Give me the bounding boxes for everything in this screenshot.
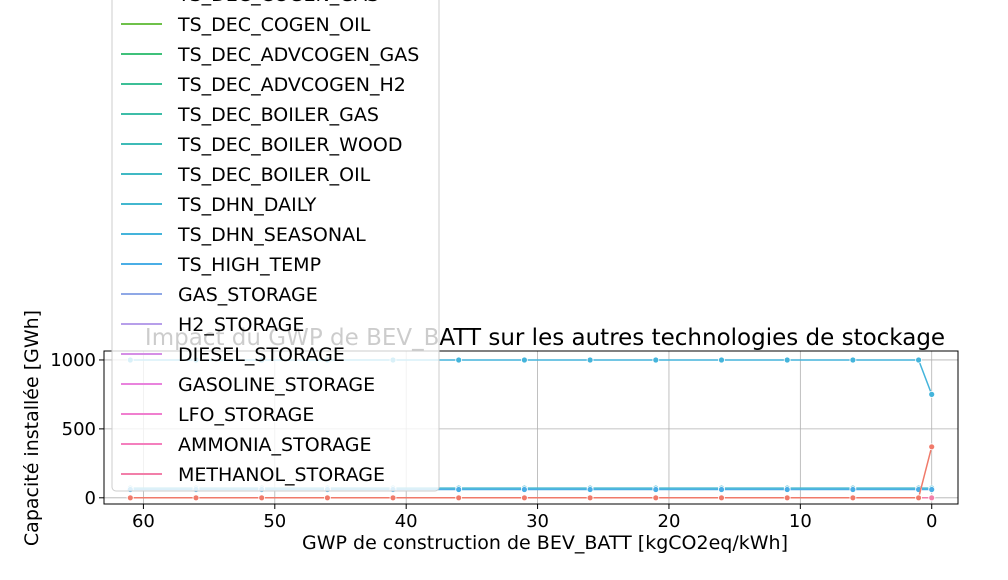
- data-point: [783, 356, 791, 364]
- data-point: [652, 486, 660, 493]
- legend-item: GAS_STORAGE: [121, 284, 318, 306]
- legend-label: TS_DEC_COGEN_OIL: [177, 14, 371, 36]
- legend-item: H2_STORAGE: [121, 314, 304, 336]
- legend-label: GASOLINE_STORAGE: [178, 374, 375, 396]
- data-point: [928, 486, 936, 493]
- data-point: [455, 486, 463, 493]
- legend-label: AMMONIA_STORAGE: [178, 434, 372, 456]
- legend-label: DIESEL_STORAGE: [178, 344, 345, 366]
- data-point: [521, 356, 528, 364]
- legend-label: LFO_STORAGE: [178, 404, 314, 426]
- legend-item: GASOLINE_STORAGE: [121, 374, 375, 396]
- y-axis-label: Capacité installée [GWh]: [21, 310, 43, 546]
- legend-label: TS_HIGH_TEMP: [177, 254, 321, 276]
- legend-items: TS_DEC_COGEN_GAS TS_DEC_COGEN_OIL TS_DEC_A…: [121, 0, 419, 486]
- data-point: [718, 486, 725, 493]
- legend-item: TS_DEC_COGEN_OIL: [121, 14, 371, 36]
- legend: TS_DEC_COGEN_GAS TS_DEC_COGEN_OIL TS_DEC_A…: [111, 0, 440, 492]
- legend-item: TS_DHN_SEASONAL: [121, 224, 366, 246]
- legend-item: TS_DEC_BOILER_WOOD: [121, 134, 402, 156]
- x-tick-label: 10: [789, 511, 812, 532]
- data-point: [928, 494, 936, 502]
- data-point: [849, 494, 857, 502]
- legend-label: TS_DEC_COGEN_GAS: [177, 0, 379, 6]
- data-point: [849, 486, 857, 493]
- legend-item: AMMONIA_STORAGE: [121, 434, 372, 456]
- legend-item: DIESEL_STORAGE: [121, 344, 345, 366]
- legend-item: LFO_STORAGE: [121, 404, 314, 426]
- legend-label: TS_DEC_BOILER_OIL: [177, 164, 371, 186]
- legend-item: TS_DEC_BOILER_GAS: [121, 104, 379, 126]
- legend-label: TS_DEC_ADVCOGEN_GAS: [177, 44, 419, 66]
- data-point: [718, 356, 725, 364]
- x-tick-label: 40: [395, 511, 418, 532]
- y-tick-label: 0: [85, 488, 96, 509]
- x-tick-label: 30: [526, 511, 549, 532]
- legend-item: TS_DEC_ADVCOGEN_H2: [121, 74, 406, 96]
- legend-label: TS_DEC_BOILER_WOOD: [177, 134, 402, 156]
- y-tick-label: 500: [62, 419, 96, 440]
- legend-item: TS_DEC_BOILER_OIL: [121, 164, 371, 186]
- legend-item: TS_HIGH_TEMP: [121, 254, 321, 276]
- data-point: [455, 356, 463, 364]
- x-axis-label: GWP de construction de BEV_BATT [kgCO2eq…: [302, 532, 788, 554]
- legend-item: METHANOL_STORAGE: [121, 464, 385, 486]
- legend-box: [111, 0, 440, 492]
- legend-label: GAS_STORAGE: [178, 284, 318, 306]
- legend-label: TS_DEC_ADVCOGEN_H2: [177, 74, 406, 96]
- data-point: [521, 494, 528, 502]
- data-point: [915, 494, 922, 502]
- x-tick-label: 60: [132, 511, 155, 532]
- legend-label: H2_STORAGE: [178, 314, 304, 336]
- data-point: [323, 494, 331, 502]
- data-point: [586, 494, 594, 502]
- data-point: [455, 494, 463, 502]
- data-point: [521, 486, 528, 493]
- data-point: [586, 486, 594, 493]
- x-tick-label: 50: [263, 511, 286, 532]
- legend-item: TS_DHN_DAILY: [121, 194, 317, 216]
- data-point: [928, 390, 936, 398]
- x-tick-label: 0: [926, 511, 937, 532]
- plot-area-frame: [103, 350, 959, 505]
- data-point: [652, 356, 660, 364]
- data-point: [258, 494, 266, 502]
- data-point: [192, 494, 200, 502]
- legend-label: TS_DHN_SEASONAL: [177, 224, 366, 246]
- legend-label: TS_DEC_BOILER_GAS: [177, 104, 379, 126]
- series-layer: [126, 356, 936, 502]
- data-point: [849, 356, 857, 364]
- x-tick-label: 20: [658, 511, 681, 532]
- data-point: [928, 443, 936, 451]
- data-point: [783, 494, 791, 502]
- data-point: [586, 356, 594, 364]
- data-point: [718, 494, 725, 502]
- legend-label: METHANOL_STORAGE: [178, 464, 385, 486]
- data-point: [389, 494, 397, 502]
- legend-item: TS_DEC_COGEN_GAS: [177, 0, 379, 6]
- series-line-unnamed-series: [130, 446, 933, 499]
- legend-label: TS_DHN_DAILY: [177, 194, 317, 216]
- data-point: [652, 494, 660, 502]
- series-unnamed-series: [126, 443, 936, 502]
- legend-item: TS_DEC_ADVCOGEN_GAS: [121, 44, 419, 66]
- data-point: [126, 494, 134, 502]
- data-point: [915, 356, 922, 364]
- y-tick-label: 1000: [50, 350, 96, 371]
- data-point: [783, 486, 791, 493]
